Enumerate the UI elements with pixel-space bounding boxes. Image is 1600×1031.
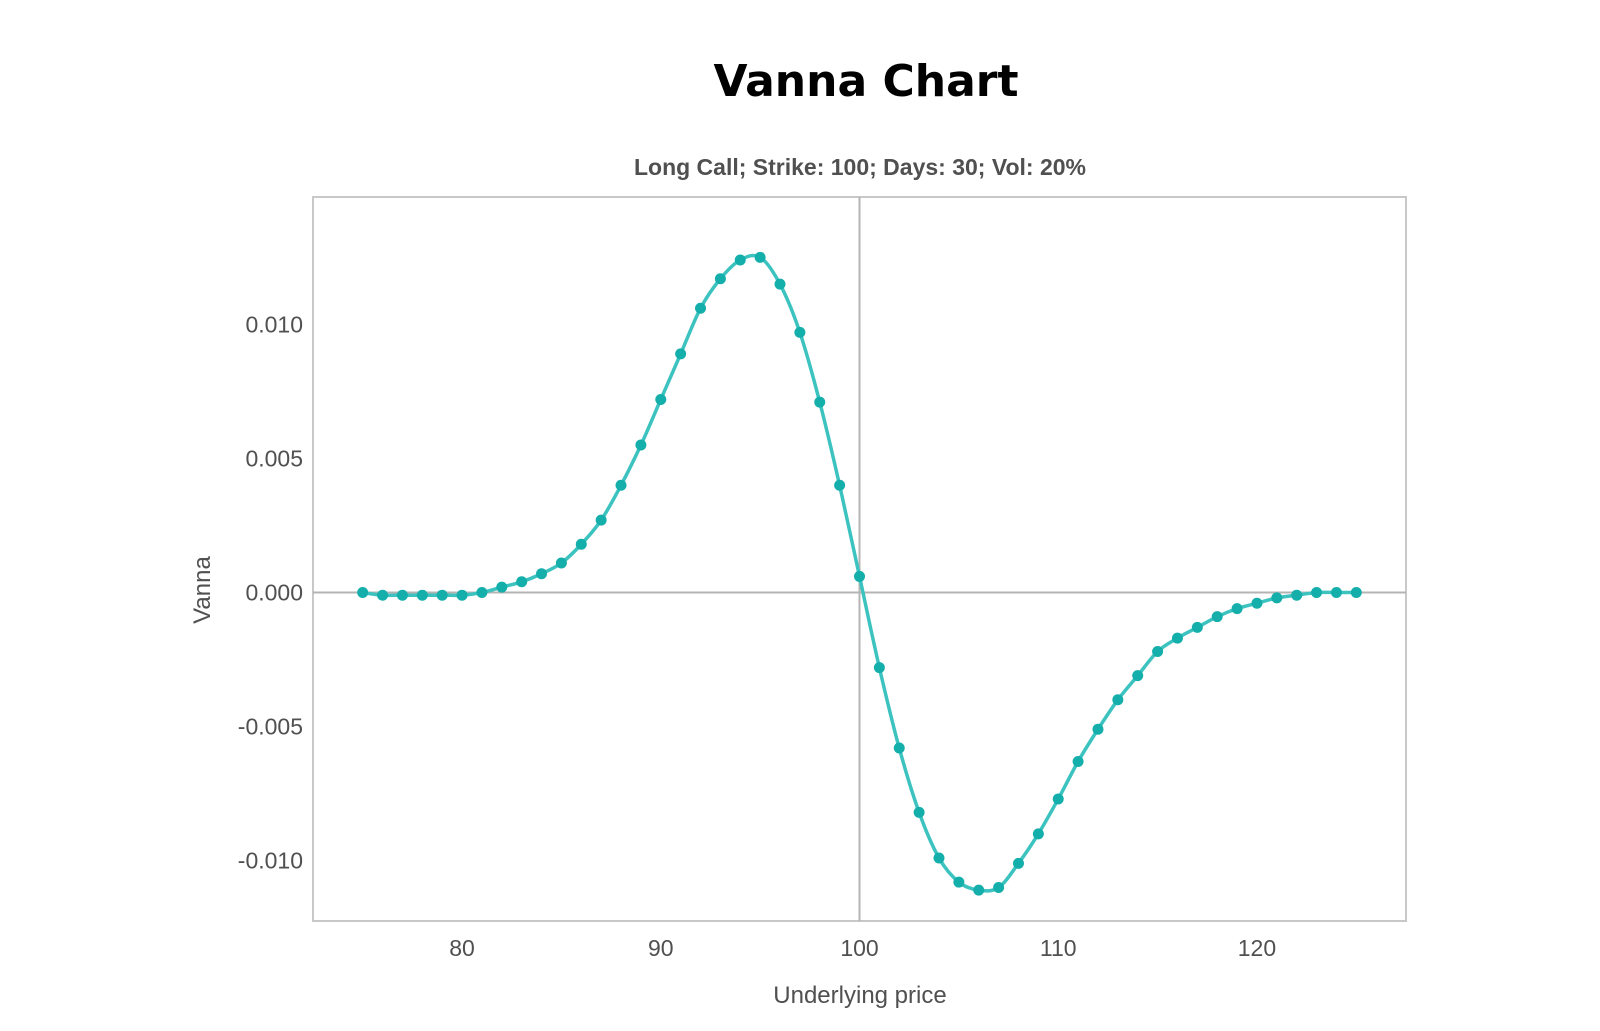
data-point <box>754 251 766 263</box>
data-point <box>854 570 865 582</box>
data-point <box>1291 589 1303 601</box>
data-point <box>476 587 488 599</box>
y-tick-label: 0.000 <box>245 580 303 606</box>
data-point <box>913 806 925 818</box>
data-point <box>1350 587 1362 599</box>
data-point <box>933 852 945 864</box>
data-point <box>516 576 528 588</box>
data-point <box>953 876 965 888</box>
data-point <box>834 479 846 491</box>
data-point <box>1152 646 1164 658</box>
chart-subtitle: Long Call; Strike: 100; Days: 30; Vol: 2… <box>634 154 1086 180</box>
data-point <box>1052 793 1064 805</box>
data-point <box>1032 828 1044 840</box>
data-point <box>774 278 786 290</box>
data-point <box>496 581 508 593</box>
data-point <box>1251 597 1263 609</box>
data-point <box>893 742 905 754</box>
data-point <box>675 348 687 360</box>
data-point <box>1231 603 1243 615</box>
data-point <box>377 589 389 601</box>
x-tick-label: 100 <box>840 935 878 961</box>
data-point <box>416 589 428 601</box>
data-point <box>794 326 806 338</box>
data-point <box>814 396 826 408</box>
data-point <box>714 273 726 285</box>
data-point <box>615 479 627 491</box>
x-tick-label: 110 <box>1040 935 1077 961</box>
data-point <box>734 254 746 266</box>
data-point <box>1072 755 1084 767</box>
data-point <box>575 538 587 550</box>
data-point <box>536 568 548 580</box>
data-point <box>357 587 369 599</box>
data-point <box>1012 857 1024 869</box>
data-point <box>436 589 448 601</box>
data-point <box>1112 694 1124 706</box>
plot-area: 80 90 100 110 120 0.010 0.005 0.000 -0.005 -0.010 <box>238 196 1407 961</box>
data-point <box>993 881 1005 893</box>
data-point <box>595 514 607 526</box>
y-tick-label: 0.010 <box>245 311 303 337</box>
data-point <box>635 439 647 451</box>
data-point <box>973 884 985 896</box>
y-tick-label: -0.005 <box>238 714 303 740</box>
data-point <box>1132 670 1144 682</box>
y-tick-label: -0.010 <box>238 848 303 874</box>
y-tick-label: 0.005 <box>245 445 303 471</box>
y-axis-label: Vanna <box>189 556 216 624</box>
data-point <box>1191 621 1203 633</box>
data-point <box>1311 587 1323 599</box>
x-tick-label: 80 <box>449 935 475 961</box>
data-point <box>456 589 468 601</box>
data-point <box>396 589 408 601</box>
data-point <box>873 662 885 674</box>
chart-title: Vanna Chart <box>713 56 1018 107</box>
data-point <box>1211 611 1223 623</box>
data-point <box>655 393 667 405</box>
data-point <box>1271 592 1283 604</box>
x-axis-label: Underlying price <box>773 982 946 1009</box>
data-point <box>695 302 707 314</box>
data-point <box>1171 632 1183 644</box>
x-tick-label: 120 <box>1238 935 1276 961</box>
data-point <box>1092 723 1104 735</box>
x-tick-label: 90 <box>648 935 674 961</box>
data-point <box>555 557 567 569</box>
data-point <box>1330 587 1342 599</box>
